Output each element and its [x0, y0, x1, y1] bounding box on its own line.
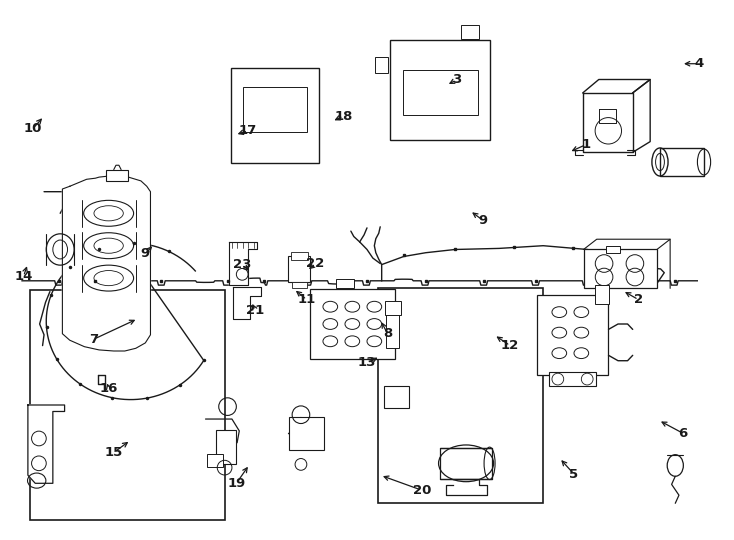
Bar: [288, 256, 310, 282]
Text: 5: 5: [570, 468, 578, 481]
Bar: [291, 252, 308, 260]
Polygon shape: [62, 176, 150, 351]
Bar: [216, 430, 236, 464]
Polygon shape: [233, 287, 261, 319]
Text: 6: 6: [678, 427, 687, 440]
Bar: [374, 57, 388, 73]
Bar: [292, 282, 307, 288]
Text: 21: 21: [247, 304, 264, 317]
Text: 8: 8: [383, 327, 392, 340]
Text: 16: 16: [99, 382, 118, 395]
Bar: [335, 279, 354, 288]
Text: 11: 11: [298, 293, 316, 306]
Bar: [106, 170, 128, 181]
Bar: [231, 68, 319, 163]
Bar: [390, 40, 490, 140]
Text: 4: 4: [694, 57, 703, 70]
Bar: [378, 288, 543, 503]
Text: 12: 12: [501, 339, 519, 352]
Bar: [402, 70, 478, 115]
Polygon shape: [229, 242, 257, 285]
Bar: [461, 25, 479, 39]
Text: 20: 20: [413, 484, 432, 497]
Text: 1: 1: [581, 138, 590, 151]
Text: 17: 17: [239, 124, 257, 137]
Bar: [385, 301, 401, 314]
Bar: [548, 373, 596, 386]
Polygon shape: [28, 405, 65, 483]
Bar: [383, 386, 410, 408]
Text: 2: 2: [634, 293, 643, 306]
Bar: [30, 290, 225, 520]
Bar: [243, 87, 307, 132]
Text: 9: 9: [141, 247, 150, 260]
Bar: [310, 289, 395, 359]
Bar: [537, 295, 608, 375]
Text: 3: 3: [452, 73, 461, 86]
Bar: [289, 417, 324, 450]
Bar: [207, 454, 223, 467]
Text: 14: 14: [14, 270, 33, 283]
Text: 15: 15: [105, 446, 123, 459]
Text: 13: 13: [357, 356, 377, 369]
Text: 7: 7: [90, 333, 98, 346]
Bar: [584, 249, 657, 288]
Text: 9: 9: [479, 214, 487, 227]
Text: 10: 10: [23, 122, 43, 135]
Bar: [386, 310, 399, 348]
Text: 19: 19: [228, 477, 245, 490]
Bar: [606, 246, 620, 253]
Text: 23: 23: [233, 258, 252, 271]
Text: 18: 18: [334, 110, 353, 123]
Bar: [595, 285, 609, 303]
Bar: [660, 148, 704, 176]
Text: 22: 22: [307, 257, 324, 270]
Bar: [440, 448, 492, 479]
